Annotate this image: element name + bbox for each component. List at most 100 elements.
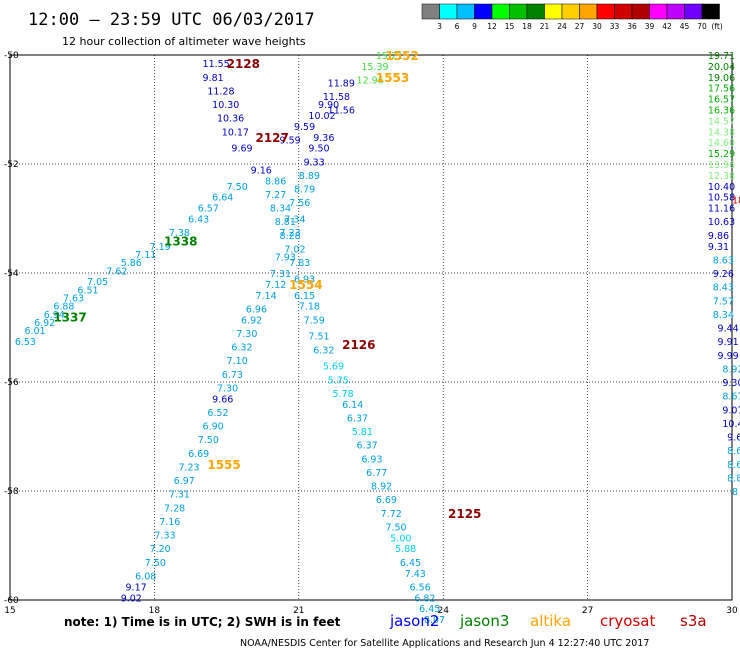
swh-data-label: 6.37 <box>347 413 368 424</box>
swh-data-label: 7.38 <box>169 228 190 239</box>
colorbar-swatch <box>596 3 615 20</box>
colorbar-tick-label: 15 <box>505 22 515 31</box>
colorbar-tick-label: 6 <box>455 22 460 31</box>
swh-data-label: 7.50 <box>227 182 248 193</box>
colorbar-tick-label: 70 <box>697 22 707 31</box>
swh-data-label: 7.16 <box>159 517 180 528</box>
colorbar-swatch <box>491 3 510 20</box>
colorbar-tick-label: 39 <box>645 22 655 31</box>
swh-data-label: 10.4 <box>722 419 740 430</box>
colorbar-swatch <box>456 3 475 20</box>
swh-data-label: 14.57 <box>708 116 735 127</box>
x-tick-label: 24 <box>437 606 449 616</box>
swh-data-label: 7.59 <box>304 315 325 326</box>
swh-data-label: 9.30 <box>722 378 740 389</box>
swh-data-label: 6.82 <box>414 593 435 604</box>
colorbar: 3 6 9 12 15 18 21 24 27 30 33 36 39 42 45 70 (ft) <box>421 3 723 31</box>
swh-data-label: 7.23 <box>178 462 199 473</box>
swh-data-label: 10.40 <box>708 182 735 193</box>
swh-data-label: 12.96 <box>357 76 384 87</box>
pass-number-label: 1552 <box>385 49 418 63</box>
swh-data-label: 6.57 <box>198 204 219 215</box>
swh-data-label: 11.89 <box>328 78 355 89</box>
swh-data-label: 7.31 <box>169 490 190 501</box>
swh-data-label: 16.36 <box>708 106 735 117</box>
swh-data-label: 8.34 <box>270 204 291 215</box>
pass-labels: 2128 2127 2126 2125 1338 1337 1552 1553 1554 1555 <box>53 49 481 521</box>
swh-data-label: 15.21 <box>376 51 403 62</box>
swh-data-label: 5.86 <box>121 258 142 269</box>
colorbar-tick-label: 45 <box>680 22 690 31</box>
pass-number-label: 1555 <box>207 458 240 472</box>
swh-data-label: 6.73 <box>222 370 243 381</box>
colorbar-swatch <box>649 3 668 20</box>
legend-item: altika <box>530 612 571 630</box>
swh-data-label: 6.53 <box>15 337 36 348</box>
colorbar-swatch <box>631 3 650 20</box>
pass-number-label: 2126 <box>342 338 375 352</box>
colorbar-tick-label: 21 <box>540 22 550 31</box>
legend-item: cryosat <box>600 612 655 630</box>
pass-number-label: 2125 <box>448 507 481 521</box>
x-tick-label: 15 <box>4 606 15 616</box>
colorbar-tick-label: 36 <box>627 22 637 31</box>
swh-data-label: 7.27 <box>265 190 286 201</box>
swh-data-label: 7.05 <box>87 277 108 288</box>
swh-data-label: 8.92 <box>722 364 740 375</box>
swh-data-label: 10.36 <box>217 114 244 125</box>
legend-item: jason3 <box>459 612 509 630</box>
swh-data-label: 15.29 <box>708 149 735 160</box>
x-tick-label: 21 <box>293 606 304 616</box>
swh-data-label: 6.92 <box>241 315 262 326</box>
swh-data-label: 11.16 <box>708 204 735 215</box>
swh-data-label: 7.10 <box>227 356 248 367</box>
swh-data-label: 10.63 <box>708 217 735 228</box>
y-tick-labels: -50 -52 -54 -56 -58 -60 <box>4 51 19 606</box>
swh-data-label: 9.36 <box>313 133 334 144</box>
swh-data-label: 9.69 <box>231 144 252 155</box>
swh-data-label: 18 <box>732 195 740 206</box>
swh-data-label: 8.81 <box>275 217 296 228</box>
x-tick-labels: 15 18 21 24 27 30 <box>4 606 738 616</box>
swh-data-label: 11.56 <box>328 106 355 117</box>
swh-data-label: 6.56 <box>410 582 431 593</box>
swh-data-label: 6.01 <box>24 326 45 337</box>
colorbar-swatch <box>684 3 703 20</box>
colorbar-swatch <box>421 3 440 20</box>
x-tick-label: 18 <box>149 606 161 616</box>
swh-data-label: 5.81 <box>352 427 373 438</box>
swh-data-label: 5.78 <box>332 389 353 400</box>
colorbar-swatch <box>474 3 493 20</box>
satellite-legend: jason2 jason3 altika cryosat s3a <box>389 612 707 630</box>
swh-data-label: 6.94 <box>44 310 65 321</box>
swh-data-label: 5.00 <box>390 533 411 544</box>
swh-data-label: 6.88 <box>53 302 74 313</box>
y-tick-label: -54 <box>4 269 19 279</box>
pass-number-label: 1337 <box>53 311 86 325</box>
colorbar-swatch <box>614 3 633 20</box>
footer-credit: NOAA/NESDIS Center for Satellite Applica… <box>240 638 649 649</box>
swh-data-label: 14.38 <box>708 127 735 138</box>
swh-data-label: 8.63 <box>713 255 734 266</box>
swh-data-label: 6.93 <box>361 454 382 465</box>
pass-number-label: 2128 <box>227 57 260 71</box>
swh-data-label: 6.37 <box>357 441 378 452</box>
swh-data-label: 9.91 <box>718 337 739 348</box>
colorbar-tick-label: 24 <box>557 22 567 31</box>
swh-data-label: 7.57 <box>713 296 734 307</box>
swh-data-label: 6.32 <box>231 343 252 354</box>
swh-data-label: 9.33 <box>304 157 325 168</box>
swh-data-label: 11.28 <box>207 86 234 97</box>
swh-data-label: 6.97 <box>174 476 195 487</box>
colorbar-tick-label: 27 <box>575 22 585 31</box>
swh-data-label: 6.93 <box>294 274 315 285</box>
swh-data-label: 9.50 <box>308 144 329 155</box>
colorbar-swatch <box>666 3 685 20</box>
swh-data-label: 15.39 <box>361 62 388 73</box>
swh-data-label: 12.38 <box>708 171 735 182</box>
swh-data-label: 5.75 <box>328 375 349 386</box>
swh-data-label: 7.30 <box>217 383 238 394</box>
swh-data-label: 9.07 <box>722 405 740 416</box>
swh-data-label: 6.51 <box>77 285 98 296</box>
